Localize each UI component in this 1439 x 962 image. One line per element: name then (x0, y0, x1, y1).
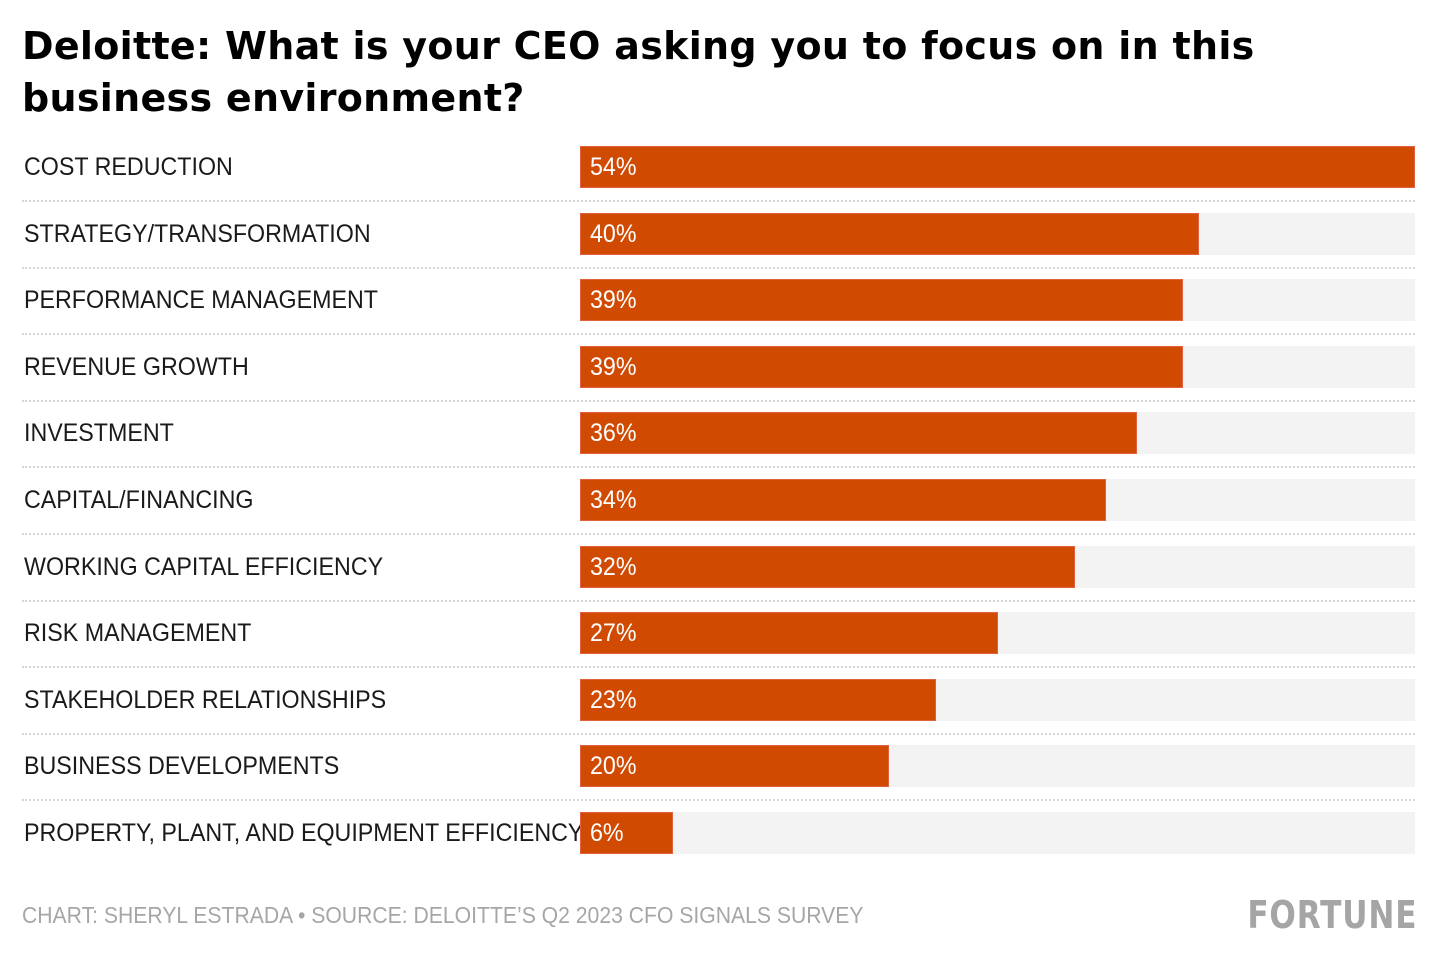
row-separator (22, 799, 1415, 802)
bar-row: STAKEHOLDER RELATIONSHIPS 23% (0, 678, 1439, 721)
value-label: 54% (590, 153, 637, 181)
bar: 39% (580, 279, 1184, 322)
bar: 23% (580, 678, 936, 721)
value-label: 36% (590, 419, 637, 448)
value-label: 39% (590, 352, 637, 381)
category-label: COST REDUCTION (24, 153, 233, 181)
row-separator (22, 399, 1415, 402)
category-label: PROPERTY, PLANT, AND EQUIPMENT EFFICIENC… (24, 819, 584, 847)
category-label: CAPITAL/FINANCING (24, 486, 254, 514)
bar-track: 34% (580, 479, 1415, 521)
bar: 36% (580, 412, 1137, 455)
bar-row: RISK MANAGEMENT 27% (0, 612, 1439, 655)
bar: 40% (580, 212, 1199, 255)
row-separator (22, 266, 1415, 269)
value-label: 40% (590, 219, 637, 248)
bar-row: WORKING CAPITAL EFFICIENCY 32% (0, 545, 1439, 588)
bar: 20% (580, 745, 890, 788)
bar-track: 54% (580, 146, 1415, 188)
category-label: BUSINESS DEVELOPMENTS (24, 752, 340, 781)
row-separator (22, 732, 1415, 735)
bar: 6% (580, 812, 673, 854)
bar-row: CAPITAL/FINANCING 34% (0, 479, 1439, 521)
value-label: 27% (590, 619, 637, 648)
bar-track: 39% (580, 279, 1415, 322)
bar-row: BUSINESS DEVELOPMENTS 20% (0, 745, 1439, 788)
bar-track: 27% (580, 612, 1415, 655)
fortune-logo: FORTUNE (1246, 893, 1417, 937)
bar-track: 39% (580, 345, 1415, 388)
row-separator (22, 666, 1415, 669)
category-label: INVESTMENT (24, 419, 174, 448)
category-label: REVENUE GROWTH (24, 352, 249, 381)
category-label: WORKING CAPITAL EFFICIENCY (24, 552, 384, 581)
chart-title: Deloitte: What is your CEO asking you to… (22, 24, 1255, 120)
bar-row: STRATEGY/TRANSFORMATION 40% (0, 212, 1439, 255)
bar: 32% (580, 545, 1075, 588)
bar-track: 6% (580, 812, 1415, 854)
bar-row: COST REDUCTION 54% (0, 146, 1439, 188)
bar-row: INVESTMENT 36% (0, 412, 1439, 455)
bar-row: PROPERTY, PLANT, AND EQUIPMENT EFFICIENC… (0, 812, 1439, 854)
row-separator (22, 200, 1415, 202)
value-label: 34% (590, 486, 637, 514)
bar: 27% (580, 612, 998, 655)
row-separator (22, 599, 1415, 602)
bar-row: REVENUE GROWTH 39% (0, 345, 1439, 388)
category-label: RISK MANAGEMENT (24, 619, 252, 648)
value-label: 6% (590, 819, 624, 847)
row-separator (22, 533, 1415, 535)
bar-track: 32% (580, 545, 1415, 588)
row-separator (22, 466, 1415, 469)
bar-track: 20% (580, 745, 1415, 788)
chart-credit: CHART: SHERYL ESTRADA • SOURCE: DELOITTE… (22, 902, 864, 928)
bar-track: 23% (580, 678, 1415, 721)
category-label: STRATEGY/TRANSFORMATION (24, 219, 371, 248)
bar-row: PERFORMANCE MANAGEMENT 39% (0, 279, 1439, 322)
value-label: 20% (590, 752, 637, 781)
value-label: 32% (590, 552, 637, 581)
bar: 34% (580, 479, 1106, 521)
bar: 54% (580, 146, 1415, 188)
value-label: 23% (590, 685, 637, 714)
category-label: PERFORMANCE MANAGEMENT (24, 286, 378, 315)
row-separator (22, 333, 1415, 336)
bar-track: 36% (580, 412, 1415, 455)
bar: 39% (580, 345, 1184, 388)
category-label: STAKEHOLDER RELATIONSHIPS (24, 685, 387, 714)
value-label: 39% (590, 286, 637, 315)
bar-track: 40% (580, 212, 1415, 255)
